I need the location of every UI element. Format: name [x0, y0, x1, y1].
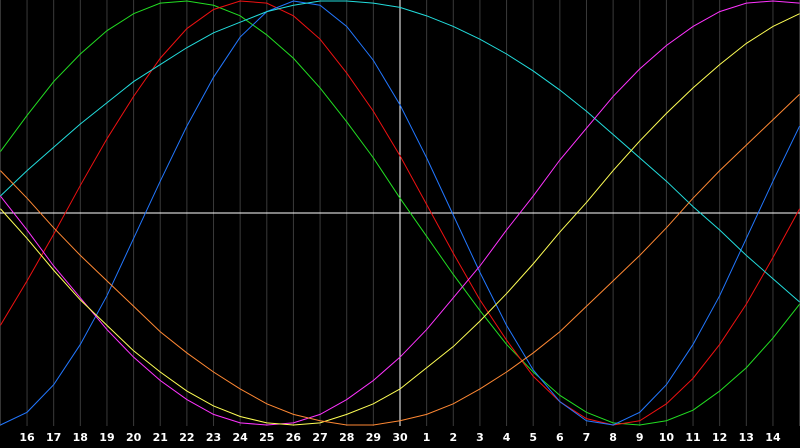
- x-tick-label: 23: [206, 431, 221, 444]
- x-tick-label: 22: [179, 431, 194, 444]
- x-tick-label: 14: [765, 431, 781, 444]
- series-line: [0, 93, 800, 426]
- series-line: [0, 0, 800, 426]
- x-tick-label: 20: [126, 431, 142, 444]
- x-tick-label: 13: [739, 431, 754, 444]
- x-tick-label: 11: [685, 431, 700, 444]
- x-tick-label: 4: [503, 431, 511, 444]
- x-tick-label: 7: [583, 431, 591, 444]
- x-tick-label: 6: [556, 431, 564, 444]
- x-tick-label: 24: [233, 431, 249, 444]
- series-line: [0, 0, 800, 426]
- x-tick-label: 3: [476, 431, 484, 444]
- series-line: [0, 0, 800, 426]
- x-tick-label: 21: [153, 431, 168, 444]
- x-tick-label: 8: [609, 431, 617, 444]
- x-tick-label: 12: [712, 431, 727, 444]
- x-tick-label: 2: [449, 431, 457, 444]
- x-tick-label: 29: [366, 431, 381, 444]
- series-line: [0, 0, 800, 426]
- x-tick-label: 1: [423, 431, 431, 444]
- series-line: [0, 13, 800, 426]
- x-tick-label: 10: [659, 431, 675, 444]
- x-tick-label: 27: [312, 431, 327, 444]
- x-tick-label: 28: [339, 431, 354, 444]
- x-tick-label: 5: [529, 431, 537, 444]
- x-tick-label: 26: [286, 431, 302, 444]
- x-tick-label: 25: [259, 431, 274, 444]
- x-tick-label: 18: [73, 431, 88, 444]
- series-line: [0, 0, 800, 303]
- x-tick-label: 9: [636, 431, 644, 444]
- x-tick-label: 19: [99, 431, 114, 444]
- x-tick-label: 30: [392, 431, 408, 444]
- x-tick-label: 16: [19, 431, 35, 444]
- x-tick-label: 17: [46, 431, 61, 444]
